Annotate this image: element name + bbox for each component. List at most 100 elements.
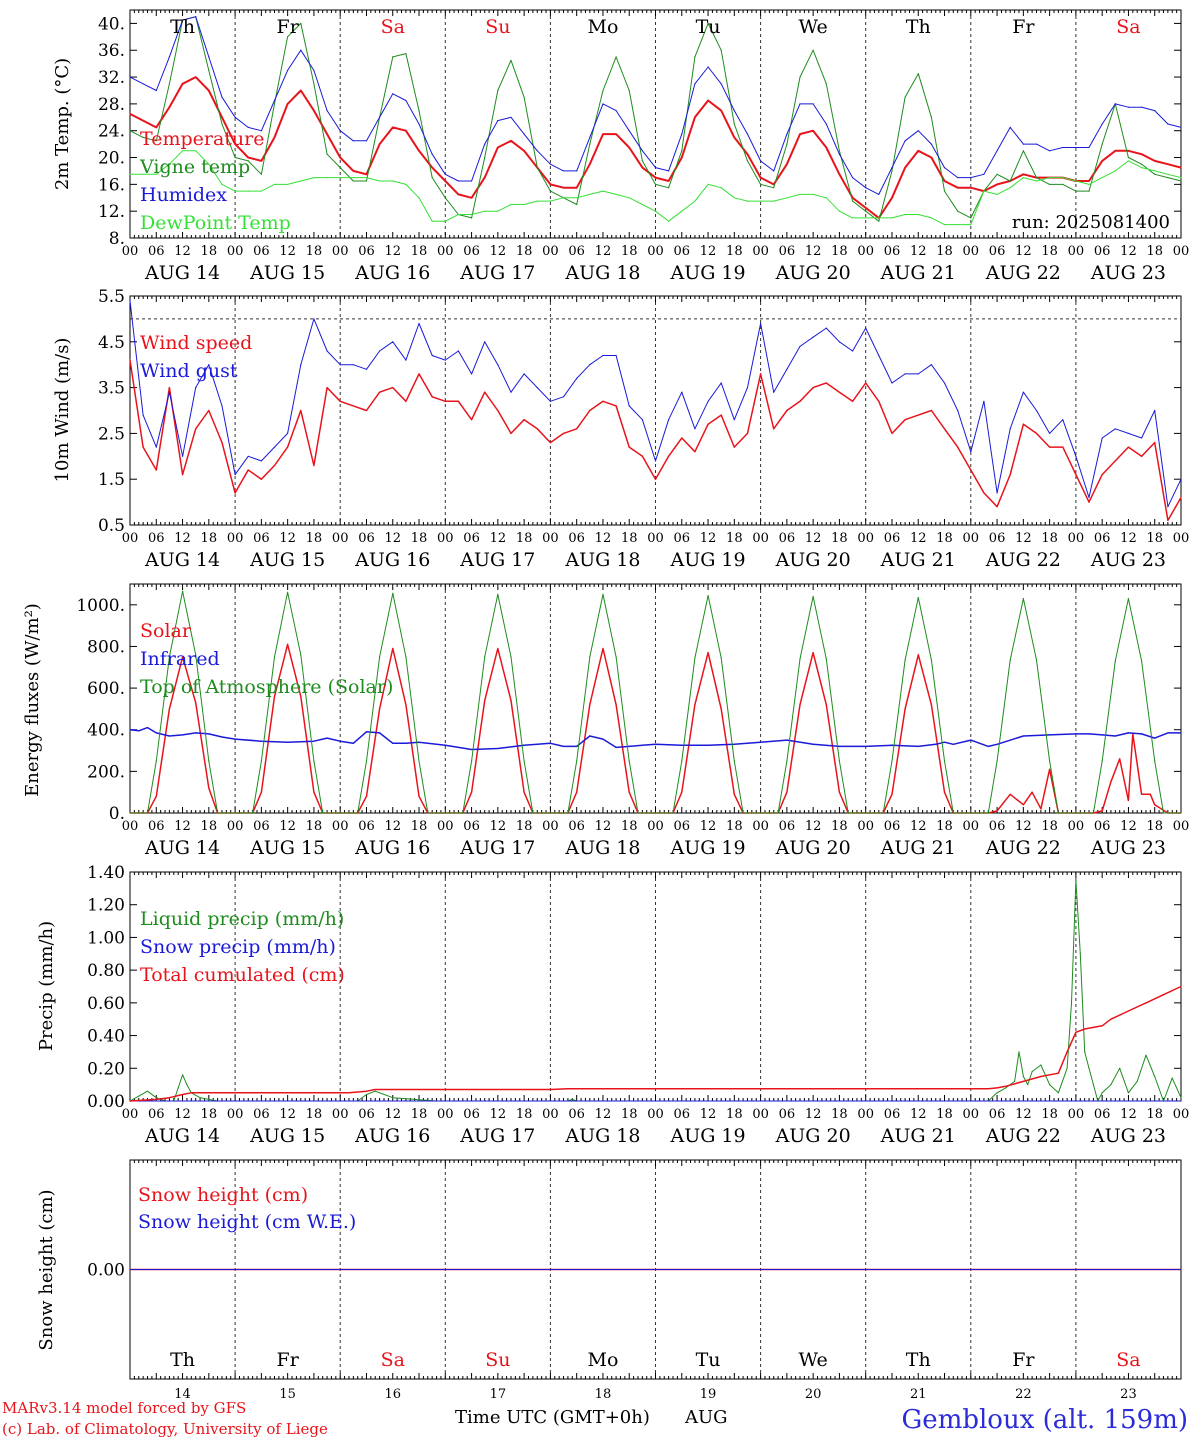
vigne-temp-point <box>418 110 420 112</box>
dewpoint-temp-point <box>878 217 880 219</box>
temperature-point <box>287 103 289 105</box>
dewpoint-temp-point <box>339 177 341 179</box>
wind-gust-point <box>996 492 998 494</box>
top-of-atmosphere-solar-point <box>812 595 814 598</box>
x-tick-label: 06 <box>674 531 691 546</box>
x-tick-label: 12 <box>1120 819 1137 834</box>
infrared-points <box>129 727 1182 751</box>
wind-gust-point <box>760 322 762 325</box>
wind-gust-point <box>300 364 302 366</box>
weekday-label: Tu <box>696 1349 721 1371</box>
wind-speed-point <box>1088 501 1090 503</box>
temperature-point <box>352 170 354 172</box>
weekday-label: Su <box>485 1349 510 1371</box>
x-tick-label: 00 <box>857 819 874 834</box>
date-label: AUG 20 <box>775 262 851 284</box>
top-of-atmosphere-solar-point <box>1075 812 1077 814</box>
x-tick-label: 06 <box>148 531 165 546</box>
date-label: AUG 21 <box>880 262 956 284</box>
wind-speed-point <box>129 359 131 361</box>
top-of-atmosphere-solar-point <box>1162 812 1165 814</box>
snow-y-axis-label: Snow height (cm) <box>36 1189 57 1350</box>
top-of-atmosphere-solar-point <box>427 812 429 814</box>
x-tick-label: 18 <box>831 531 848 546</box>
dewpoint-temp-point <box>1009 187 1011 189</box>
x-tick-label: 12 <box>490 244 507 259</box>
snow-height-cm-w-e-point <box>129 1268 131 1271</box>
time-axis-label: Time UTC (GMT+0h) <box>455 1407 650 1428</box>
total-cumulated-cm-point <box>996 1087 998 1089</box>
precip-series <box>129 879 1182 1102</box>
infrared-point <box>523 744 525 746</box>
vigne-temp-point <box>1127 156 1129 159</box>
infrared-point <box>379 732 381 734</box>
humidex-point <box>444 173 446 175</box>
liquid-precip-mm-h-point <box>138 1095 140 1097</box>
top-of-atmosphere-solar-point <box>838 760 841 762</box>
humidex-point <box>142 83 144 85</box>
humidex-point <box>943 167 946 169</box>
infrared-point <box>812 743 814 745</box>
x-tick-label: 00 <box>857 1107 874 1122</box>
top-of-atmosphere-solar-point <box>357 812 359 814</box>
top-of-atmosphere-solar-point <box>952 812 954 814</box>
dewpoint-temp-point <box>786 197 788 199</box>
infrared-point <box>602 738 604 740</box>
dewpoint-temp-point <box>917 213 919 216</box>
top-of-atmosphere-solar-point <box>847 812 849 814</box>
wind-gust-point <box>155 446 157 448</box>
top-of-atmosphere-solar-point <box>252 812 254 814</box>
temperature-point <box>1088 180 1090 182</box>
vigne-temp-point <box>852 200 854 202</box>
wind-gust-point <box>602 354 604 357</box>
temperature-point <box>1180 167 1182 169</box>
footer: MARv3.14 model forced by GFS (c) Lab. of… <box>2 1399 1188 1438</box>
vigne-temp-point <box>891 170 893 172</box>
humidex-point <box>457 180 459 182</box>
vigne-temp-point <box>760 183 762 185</box>
vigne-temp-point <box>930 116 933 118</box>
infrared-point <box>313 740 315 742</box>
wind-gust-point <box>497 364 499 366</box>
temperature-point <box>471 197 473 199</box>
infrared-point <box>339 740 341 742</box>
total-cumulated-cm-point <box>1040 1075 1042 1078</box>
top-of-atmosphere-solar-point <box>628 760 630 762</box>
x-tick-label: 06 <box>253 819 270 834</box>
x-tick-label: 18 <box>201 244 218 259</box>
wind-speed-point <box>155 469 157 471</box>
infrared-point <box>287 741 289 743</box>
solar-point <box>838 791 841 793</box>
x-tick-label: 12 <box>595 819 612 834</box>
wind-gust-point <box>1022 391 1024 393</box>
temperature-point <box>1114 150 1116 152</box>
wind-speed-point <box>983 492 985 494</box>
dewpoint-temp-point <box>1075 180 1077 182</box>
x-tick-label: 18 <box>1146 244 1163 259</box>
humidex-point <box>983 173 985 175</box>
lab-credit: (c) Lab. of Climatology, University of L… <box>2 1420 328 1438</box>
temperature-point <box>904 167 906 169</box>
humidex-point <box>1154 110 1156 112</box>
x-tick-label: 06 <box>884 1107 901 1122</box>
weekday-label: Th <box>170 16 195 38</box>
wind-gust-point <box>576 377 578 379</box>
humidex-point <box>300 49 302 51</box>
wind-speed-point <box>431 396 433 398</box>
wind-speed-point <box>996 506 998 508</box>
x-tick-label: 00 <box>647 244 664 259</box>
wind-speed-point <box>1167 519 1169 522</box>
solar-point <box>208 787 210 789</box>
total-cumulated-cm-point <box>1022 1080 1024 1082</box>
total-cumulated-cm-point <box>1057 1072 1059 1074</box>
x-tick-label: 12 <box>384 244 401 259</box>
dewpoint-temp-point <box>1022 177 1024 179</box>
solar-point <box>707 652 709 654</box>
x-tick-label: 12 <box>805 1107 822 1122</box>
y-tick-label: 8. <box>109 229 125 249</box>
wind-y-axis-label: 10m Wind (m/s) <box>52 338 73 483</box>
total-cumulated-cm-point <box>365 1090 368 1092</box>
x-tick-label: 06 <box>674 244 691 259</box>
top-of-atmosphere-solar-point <box>615 656 617 658</box>
wind-gust-point <box>1101 437 1103 439</box>
